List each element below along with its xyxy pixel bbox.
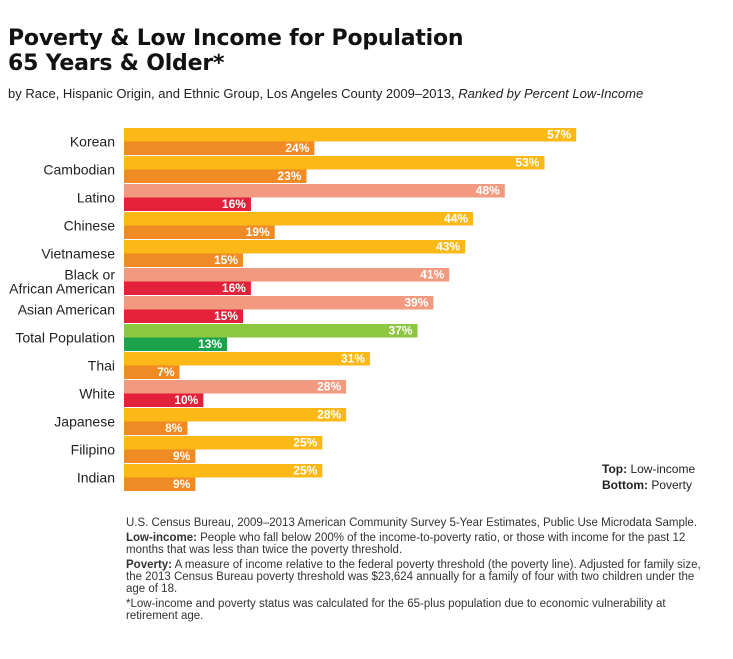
category-label: Cambodian	[43, 162, 115, 178]
category-label: Chinese	[64, 218, 116, 234]
legend-bottom: Bottom: Poverty	[602, 477, 695, 493]
data-label-poverty: 16%	[222, 281, 246, 295]
bar-poverty	[124, 197, 251, 211]
data-label-poverty: 9%	[173, 449, 191, 463]
low-income-text: People who fall below 200% of the income…	[126, 532, 686, 556]
data-label-low-income: 53%	[515, 156, 539, 170]
bar-low-income	[124, 380, 347, 394]
category-label: Black or	[64, 267, 115, 283]
category-label: African American	[9, 281, 115, 297]
bar-poverty	[124, 141, 315, 155]
category-label: Total Population	[15, 330, 115, 346]
data-label-low-income: 28%	[317, 408, 341, 422]
subtitle-ranking: Ranked by Percent Low-Income	[458, 86, 644, 101]
bar-poverty	[124, 477, 196, 491]
poverty-definition: Poverty: A measure of income relative to…	[126, 559, 706, 595]
bar-low-income	[124, 436, 323, 450]
bar-low-income	[124, 408, 347, 422]
bar-poverty	[124, 281, 251, 295]
bar-poverty	[124, 337, 228, 351]
legend-bottom-text: Poverty	[651, 478, 693, 492]
legend-top-label: Top:	[602, 462, 628, 476]
bar-poverty	[124, 365, 180, 379]
data-label-low-income: 57%	[547, 128, 571, 142]
chart-title: Poverty & Low Income for Population 65 Y…	[8, 26, 464, 76]
bar-low-income	[124, 464, 323, 478]
footnote: *Low-income and poverty status was calcu…	[126, 598, 666, 622]
data-label-poverty: 8%	[165, 421, 183, 435]
data-label-poverty: 19%	[246, 225, 270, 239]
category-label: Vietnamese	[41, 246, 115, 262]
category-label: Korean	[70, 134, 115, 150]
data-label-low-income: 25%	[293, 464, 317, 478]
data-label-low-income: 28%	[317, 380, 341, 394]
bar-poverty	[124, 309, 243, 323]
data-label-poverty: 24%	[285, 141, 309, 155]
data-label-low-income: 44%	[444, 212, 468, 226]
bar-poverty	[124, 393, 204, 407]
bar-low-income	[124, 324, 418, 338]
legend-top: Top: Low-income	[602, 461, 695, 477]
category-label: White	[79, 386, 115, 402]
poverty-text: A measure of income relative to the fede…	[126, 559, 701, 595]
bar-low-income	[124, 352, 370, 366]
data-label-low-income: 25%	[293, 436, 317, 450]
bar-poverty	[124, 421, 188, 435]
data-label-poverty: 16%	[222, 197, 246, 211]
data-label-poverty: 15%	[214, 253, 238, 267]
subtitle-main: by Race, Hispanic Origin, and Ethnic Gro…	[8, 86, 455, 101]
bar-chart: 57% 24% Korean 53% 23% Cambodian 48% 16% Latino 4…	[9, 128, 577, 491]
data-label-low-income: 48%	[476, 184, 500, 198]
data-label-poverty: 13%	[198, 337, 222, 351]
bar-low-income	[124, 296, 434, 310]
data-label-low-income: 31%	[341, 352, 365, 366]
bar-low-income	[124, 128, 577, 142]
chart-title-line-2: 65 Years & Older*	[8, 51, 225, 76]
legend-bottom-label: Bottom:	[602, 478, 648, 492]
category-label: Latino	[77, 190, 115, 206]
category-label: Japanese	[54, 414, 115, 430]
data-label-low-income: 39%	[404, 296, 428, 310]
data-label-poverty: 9%	[173, 477, 191, 491]
bar-low-income	[124, 184, 505, 198]
data-label-poverty: 7%	[157, 365, 175, 379]
low-income-definition: Low-income: People who fall below 200% o…	[126, 532, 706, 556]
bar-poverty	[124, 253, 243, 267]
bar-poverty	[124, 449, 196, 463]
category-label: Thai	[88, 358, 115, 374]
bar-low-income	[124, 240, 466, 254]
bar-low-income	[124, 268, 450, 282]
poverty-term: Poverty:	[126, 559, 173, 571]
data-label-low-income: 37%	[389, 324, 413, 338]
source-notes: U.S. Census Bureau, 2009–2013 American C…	[126, 517, 706, 625]
category-label: Asian American	[18, 302, 115, 318]
bar-poverty	[124, 169, 307, 183]
bar-low-income	[124, 212, 474, 226]
low-income-term: Low-income:	[126, 532, 197, 544]
data-label-low-income: 43%	[436, 240, 460, 254]
chart-title-line-1: Poverty & Low Income for Population	[8, 26, 464, 51]
category-label: Filipino	[71, 442, 116, 458]
source-note: U.S. Census Bureau, 2009–2013 American C…	[126, 517, 698, 529]
category-label: Indian	[77, 470, 115, 486]
bar-poverty	[124, 225, 275, 239]
data-label-poverty: 15%	[214, 309, 238, 323]
data-label-low-income: 41%	[420, 268, 444, 282]
legend-top-text: Low-income	[630, 462, 696, 476]
bar-low-income	[124, 156, 545, 170]
legend: Top: Low-income Bottom: Poverty	[602, 461, 695, 493]
data-label-poverty: 23%	[277, 169, 301, 183]
data-label-poverty: 10%	[174, 393, 198, 407]
chart-subtitle: by Race, Hispanic Origin, and Ethnic Gro…	[8, 86, 643, 101]
